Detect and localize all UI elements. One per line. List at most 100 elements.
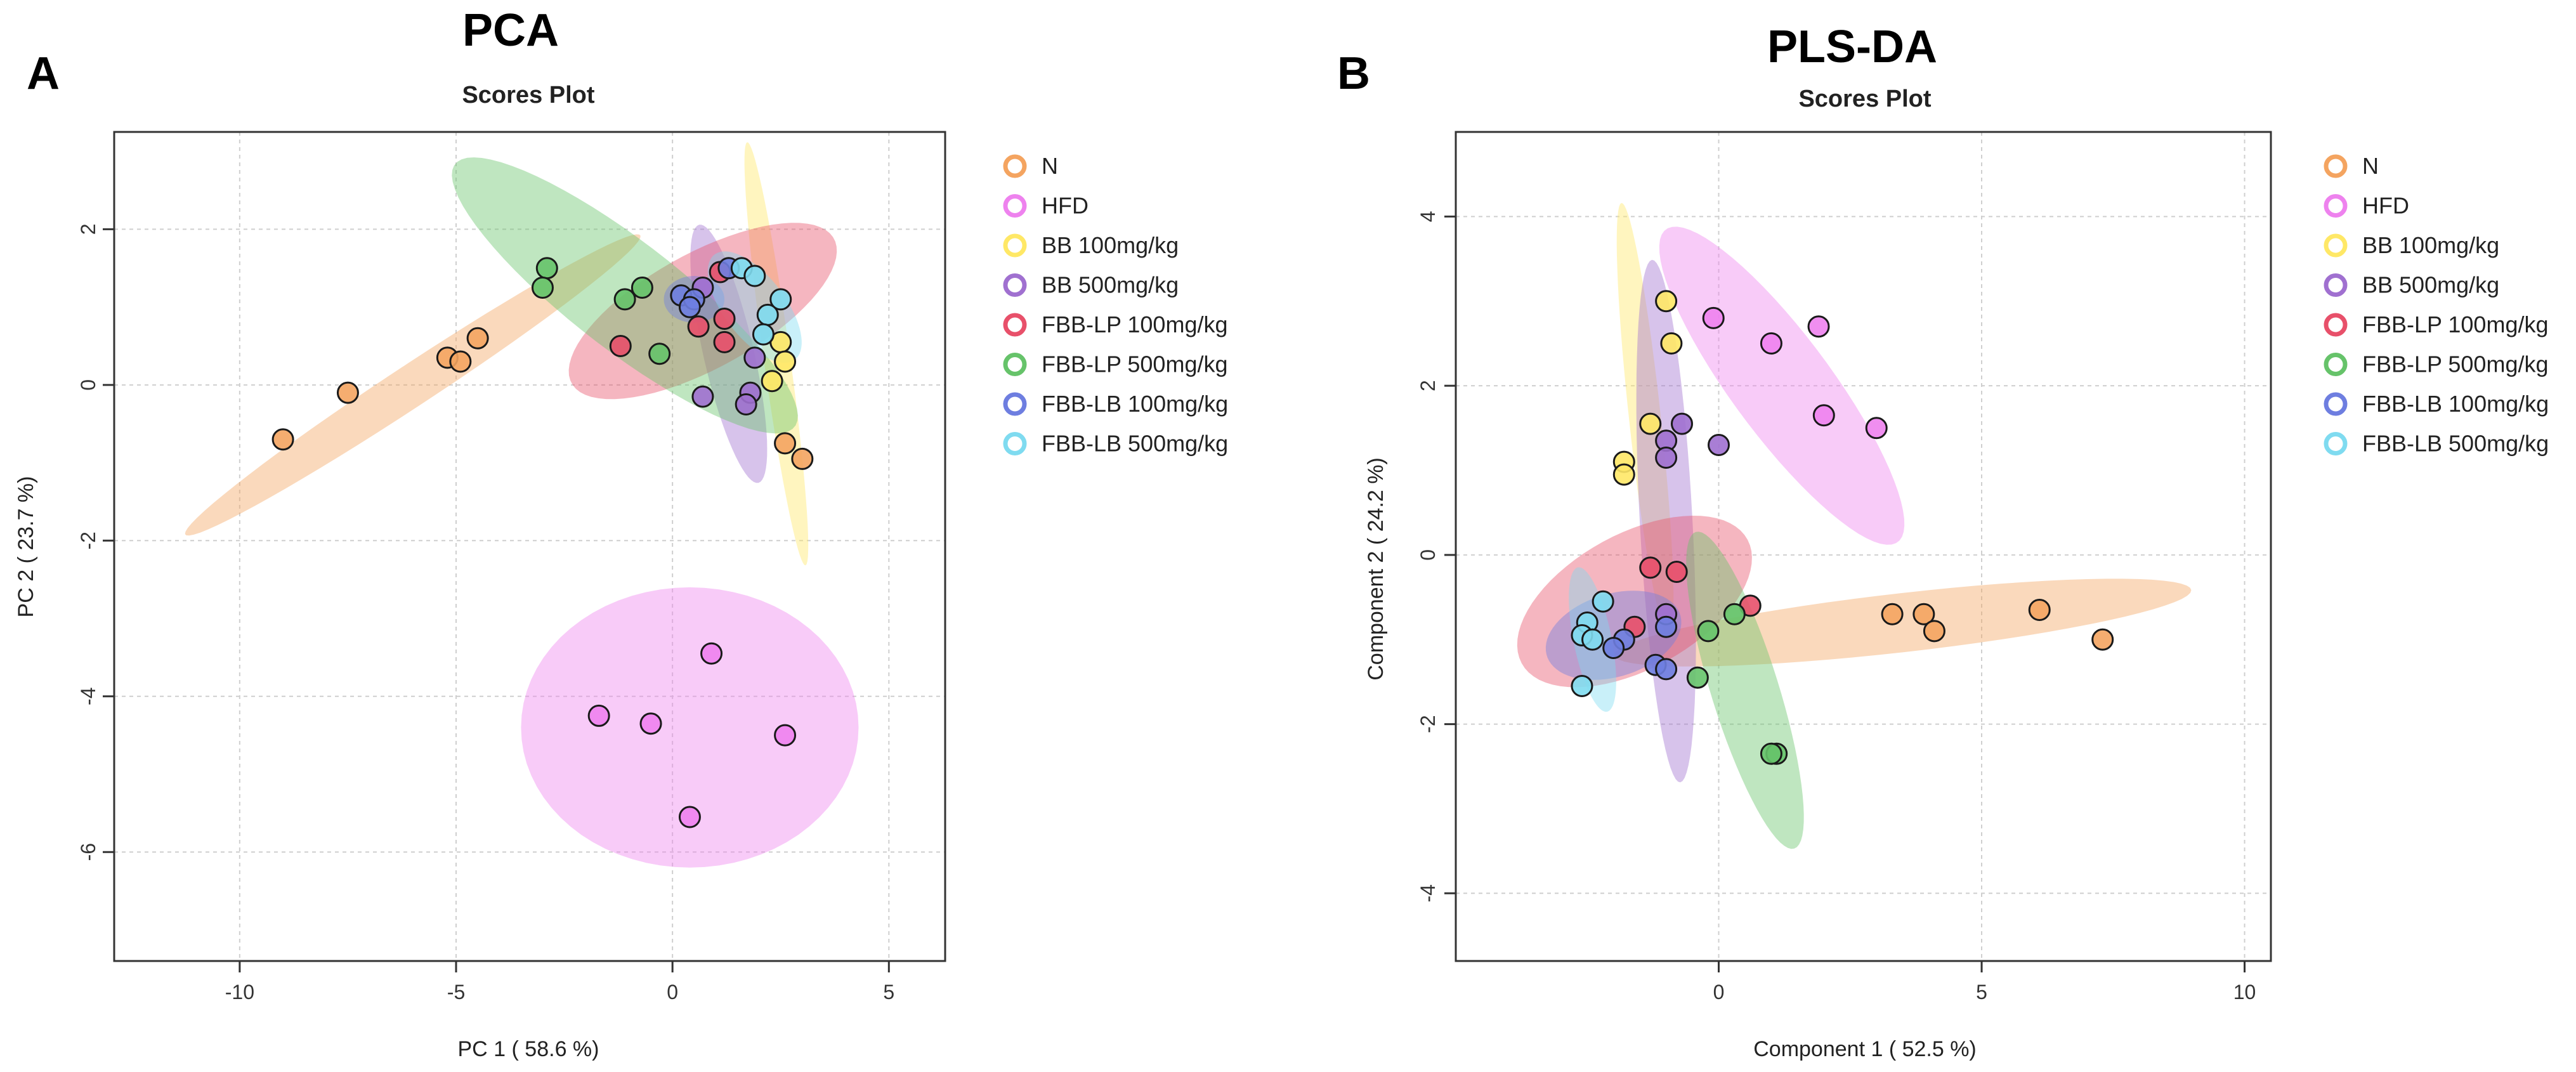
legend-item-fbb-lp-100mg-kg: FBB-LP 100mg/kg — [1003, 311, 1227, 337]
ellipse-fbb-lp-500mg-kg — [1686, 532, 1804, 849]
point-fbb-lp-500mg-kg — [613, 288, 636, 311]
point-fbb-lp-500mg-kg — [535, 257, 558, 280]
point-hfd — [587, 704, 610, 727]
legend-item-fbb-lp-500mg-kg: FBB-LP 500mg/kg — [1003, 351, 1227, 377]
point-fbb-lp-500mg-kg — [531, 276, 554, 299]
point-fbb-lp-100mg-kg — [713, 308, 736, 330]
chart-b-ylabel: Component 2 ( 24.2 %) — [1364, 457, 1388, 681]
point-n — [1881, 603, 1904, 625]
point-bb-500mg-kg — [691, 385, 714, 408]
point-bb-500mg-kg — [743, 346, 766, 369]
chart-b-plot: 0 5 10 4 2 0 -2 -4 — [1416, 131, 2272, 1003]
panel-a-letter: A — [27, 48, 60, 99]
legend-item-bb-100mg-kg: BB 100mg/kg — [1003, 232, 1179, 258]
legend-swatch — [1003, 432, 1027, 455]
chart-a-points — [271, 257, 814, 828]
ellipse-hfd — [521, 587, 859, 868]
chart-b-ytick-label: -4 — [1416, 884, 1439, 902]
point-hfd — [678, 806, 701, 828]
point-fbb-lb-500mg-kg — [1592, 590, 1614, 613]
legend-swatch — [1003, 353, 1027, 376]
chart-b-xtick-label: 5 — [1976, 981, 1987, 1003]
point-n — [2028, 599, 2051, 622]
chart-b-xtick-label: 0 — [1713, 981, 1725, 1003]
point-n — [466, 327, 489, 350]
point-bb-500mg-kg — [1670, 412, 1693, 435]
legend-label: BB 100mg/kg — [1042, 232, 1179, 258]
point-fbb-lp-100mg-kg — [1639, 556, 1662, 579]
panel-a-heading: PCA — [462, 5, 559, 56]
legend-label: FBB-LP 100mg/kg — [2362, 311, 2548, 337]
chart-a-ytick-label: 2 — [77, 224, 100, 235]
point-bb-500mg-kg — [1655, 446, 1678, 469]
chart-a-plot: -10 -5 0 5 2 0 -2 -4 -6 — [77, 131, 946, 1003]
chart-b-frame — [1455, 131, 2272, 962]
legend-swatch — [2324, 194, 2348, 218]
legend-swatch — [2324, 154, 2348, 178]
point-fbb-lp-100mg-kg — [687, 315, 710, 338]
point-n — [774, 432, 797, 455]
legend-item-fbb-lp-500mg-kg: FBB-LP 500mg/kg — [2324, 351, 2548, 377]
point-fbb-lp-500mg-kg — [1760, 742, 1782, 765]
point-fbb-lb-500mg-kg — [752, 323, 775, 346]
point-fbb-lb-100mg-kg — [678, 296, 701, 318]
legend-label: FBB-LB 500mg/kg — [1042, 431, 1228, 457]
legend-swatch — [2324, 313, 2348, 337]
point-bb-500mg-kg — [1708, 433, 1730, 456]
chart-b-xtick-label: 10 — [2233, 981, 2256, 1003]
point-hfd — [1865, 417, 1888, 440]
legend-label: FBB-LP 100mg/kg — [1042, 311, 1227, 337]
point-fbb-lb-100mg-kg — [1655, 658, 1678, 681]
chart-a-ticks: -10 -5 0 5 2 0 -2 -4 -6 — [77, 224, 894, 1003]
point-bb-100mg-kg — [1639, 412, 1662, 435]
legend-label: FBB-LB 100mg/kg — [1042, 391, 1228, 417]
legend-label: FBB-LP 500mg/kg — [1042, 351, 1227, 377]
chart-a-frame — [113, 131, 946, 962]
point-fbb-lb-100mg-kg — [1655, 615, 1678, 638]
point-bb-500mg-kg — [735, 393, 757, 416]
point-fbb-lp-100mg-kg — [1665, 561, 1688, 584]
chart-a-ytick-label: -2 — [77, 532, 100, 549]
point-fbb-lp-100mg-kg — [609, 334, 632, 357]
legend-swatch — [2324, 432, 2348, 455]
chart-b-ticks: 0 5 10 4 2 0 -2 -4 — [1416, 211, 2256, 1003]
legend-swatch — [1003, 273, 1027, 297]
legend-label: BB 500mg/kg — [1042, 272, 1179, 298]
chart-b-ytick-label: 4 — [1416, 211, 1439, 222]
chart-b-ytick-label: 2 — [1416, 380, 1439, 391]
point-fbb-lb-500mg-kg — [743, 265, 766, 287]
legend-item-hfd: HFD — [2324, 193, 2409, 219]
legend-label: HFD — [2362, 193, 2409, 219]
legend-swatch — [2324, 273, 2348, 297]
point-hfd — [700, 642, 723, 665]
legend-swatch — [2324, 233, 2348, 258]
legend-label: FBB-LB 100mg/kg — [2362, 391, 2549, 417]
legend-swatch — [2324, 392, 2348, 416]
legend-item-fbb-lb-100mg-kg: FBB-LB 100mg/kg — [1003, 391, 1228, 417]
point-bb-100mg-kg — [1660, 332, 1683, 355]
chart-b-ytick-label: -2 — [1416, 715, 1439, 733]
point-hfd — [1702, 306, 1725, 329]
point-fbb-lp-500mg-kg — [1697, 620, 1720, 643]
point-n — [449, 350, 472, 373]
chart-a-xtick-label: -5 — [447, 981, 465, 1003]
legend-item-fbb-lb-500mg-kg: FBB-LB 500mg/kg — [1003, 431, 1228, 457]
chart-b-grid — [1456, 132, 2271, 961]
point-fbb-lp-500mg-kg — [648, 343, 671, 365]
legend-swatch — [1003, 233, 1027, 258]
chart-a-ylabel: PC 2 ( 23.7 %) — [14, 476, 38, 618]
chart-b-ytick-label: 0 — [1416, 549, 1439, 561]
legend-item-fbb-lb-500mg-kg: FBB-LB 500mg/kg — [2324, 431, 2549, 457]
point-hfd — [639, 712, 662, 735]
point-bb-100mg-kg — [1612, 463, 1635, 486]
legend-item-bb-500mg-kg: BB 500mg/kg — [2324, 272, 2499, 298]
point-n — [1912, 603, 1935, 625]
chart-a-ytick-label: -6 — [77, 843, 100, 861]
chart-b-xlabel: Component 1 ( 52.5 %) — [1753, 1037, 1977, 1061]
chart-a-xlabel: PC 1 ( 58.6 %) — [458, 1037, 599, 1061]
chart-a-xtick-label: -10 — [225, 981, 254, 1003]
legend-item-bb-100mg-kg: BB 100mg/kg — [2324, 232, 2499, 258]
ellipse-fbb-lp-100mg-kg — [568, 223, 837, 400]
legend-b: N HFD BB 100mg/kg BB 500mg/kg FBB-LP 100mg/k… — [2324, 153, 2549, 457]
